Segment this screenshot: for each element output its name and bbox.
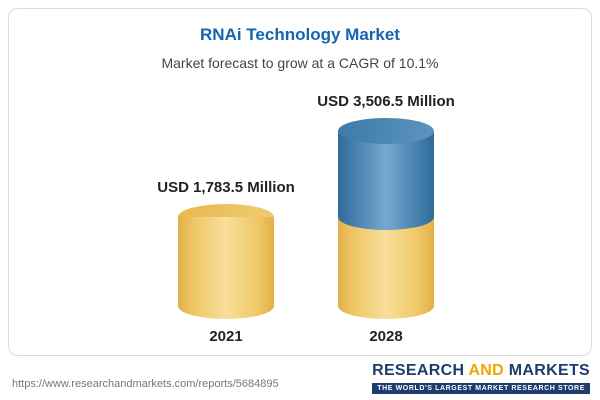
cylinder-body [178, 217, 274, 306]
bar-value-2021: USD 1,783.5 Million [157, 179, 295, 196]
cylinder-seam-ellipse [338, 204, 434, 230]
logo-wordmark: RESEARCH AND MARKETS [372, 362, 590, 380]
researchandmarkets-logo: RESEARCH AND MARKETS THE WORLD'S LARGEST… [372, 362, 590, 394]
cylinder-2028-yellow-segment [338, 204, 434, 319]
logo-word-markets: MARKETS [504, 362, 590, 379]
bar-value-2028: USD 3,506.5 Million [317, 93, 455, 110]
axis-label-2021: 2021 [209, 328, 243, 345]
logo-word-and: AND [468, 362, 505, 379]
chart-card: RNAi Technology Market Market forecast t… [8, 8, 592, 356]
bar-2028: USD 3,506.5 Million 2028 [317, 93, 455, 345]
logo-tagline: THE WORLD'S LARGEST MARKET RESEARCH STOR… [372, 383, 590, 394]
cylinder-top-ellipse [338, 118, 434, 144]
cylinder-bottom-ellipse [178, 293, 274, 319]
chart-subtitle: Market forecast to grow at a CAGR of 10.… [161, 55, 439, 71]
bar-2021: USD 1,783.5 Million 2021 [157, 179, 295, 345]
chart-area: USD 1,783.5 Million 2021 USD 3,506.5 Mil… [9, 79, 591, 345]
report-url: https://www.researchandmarkets.com/repor… [12, 378, 279, 390]
logo-word-research: RESEARCH [372, 362, 469, 379]
footer: https://www.researchandmarkets.com/repor… [12, 362, 590, 394]
axis-label-2028: 2028 [369, 328, 403, 345]
cylinder-body [338, 131, 434, 217]
cylinder-body [338, 217, 434, 306]
cylinder-2028 [338, 118, 434, 319]
cylinder-2028-blue-segment [338, 118, 434, 230]
cylinder-bottom-ellipse [338, 293, 434, 319]
cylinder-2021 [178, 204, 274, 319]
chart-title: RNAi Technology Market [200, 25, 400, 44]
